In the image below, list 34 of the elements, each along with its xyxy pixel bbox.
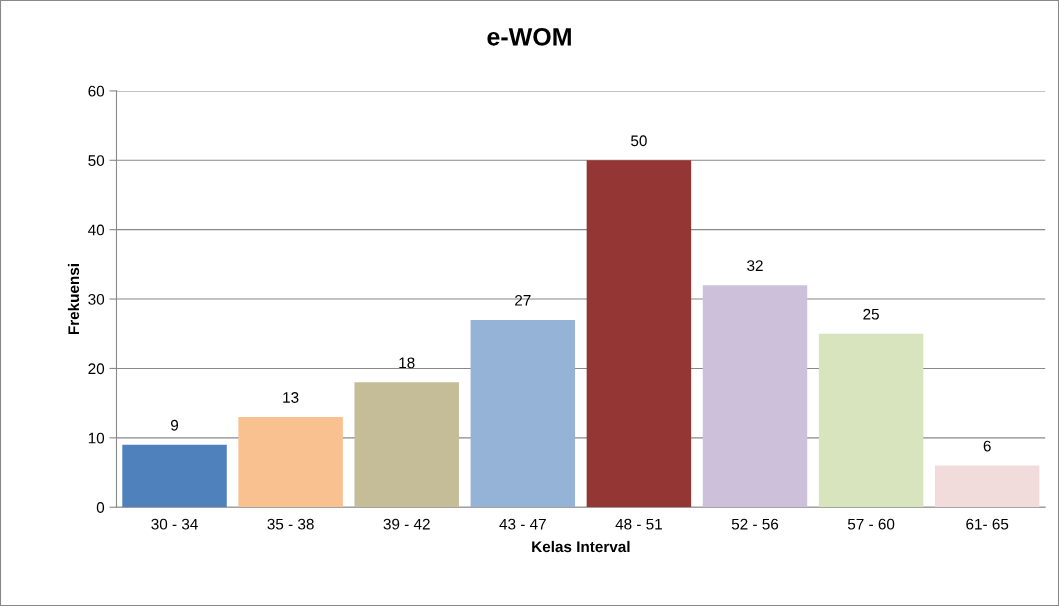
data-label: 9 [171,419,179,431]
y-tick-label: 30 [88,293,105,305]
bar [818,333,924,508]
y-axis-title: Frekuensi [67,264,80,335]
bar [354,382,459,508]
bar [470,319,576,508]
y-tick-label: 50 [88,155,105,166]
bar [238,417,343,508]
chart-title: e-WOM [487,27,571,46]
data-label: 18 [399,357,415,369]
data-label: 6 [983,440,991,452]
x-tick-label: 30 - 34 [151,518,198,530]
x-tick-label: 39 - 42 [383,518,430,530]
bar [702,285,808,508]
bar [122,444,227,508]
y-tick-label: 10 [88,432,105,444]
x-tick-label: 61- 65 [966,518,1009,530]
y-tick-label: 0 [96,502,105,513]
data-label: 27 [515,294,531,306]
x-tick-label: 52 - 56 [731,518,779,530]
bar [934,465,1040,508]
x-axis-title: Kelas Interval [532,540,630,553]
y-tick-label: 20 [88,363,105,375]
x-tick-label: 48 - 51 [615,518,662,530]
bar [586,160,692,508]
x-tick-label: 43 - 47 [499,518,546,530]
data-label: 32 [747,260,763,272]
data-label: 13 [283,392,299,403]
x-tick-label: 35 - 38 [267,518,314,530]
y-tick-label: 40 [88,224,105,236]
y-tick-label: 60 [88,85,105,97]
data-label: 50 [631,135,647,147]
data-label: 25 [863,308,879,320]
x-tick-label: 57 - 60 [847,518,895,530]
